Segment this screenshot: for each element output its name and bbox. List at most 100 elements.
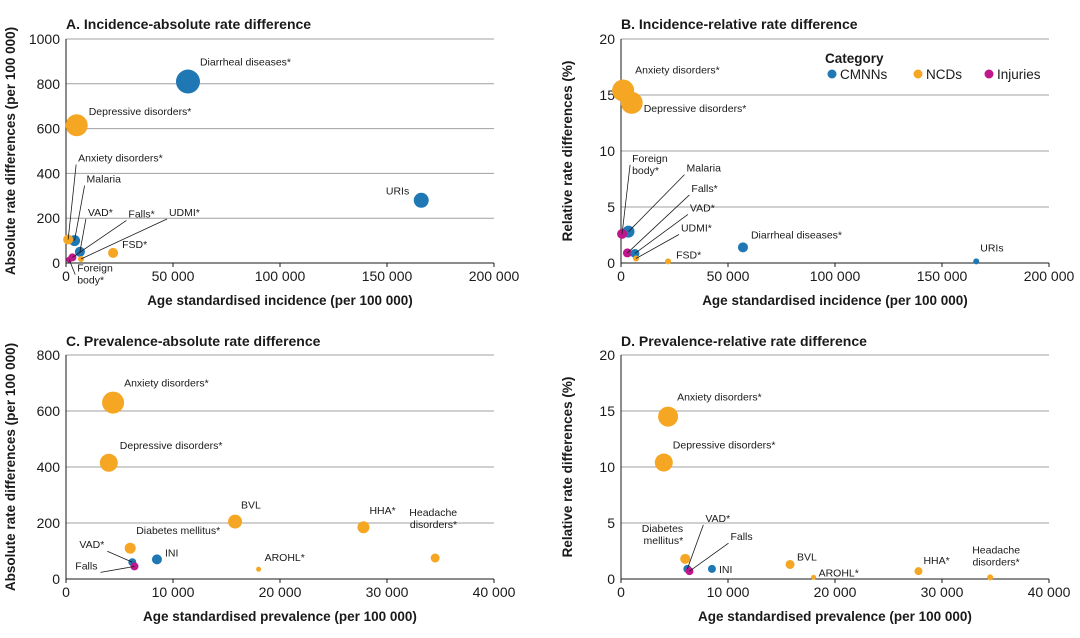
y-tick-label: 600 <box>37 121 61 137</box>
leader-line <box>627 194 690 254</box>
point-label: HHA* <box>923 555 949 567</box>
point-label: FSD* <box>676 249 701 261</box>
panel-title: A. Incidence-absolute rate difference <box>66 16 311 32</box>
x-tick-label: 20 000 <box>259 584 302 600</box>
y-tick-label: 10 <box>599 459 615 475</box>
point-label: VAD* <box>79 539 104 551</box>
chart-panel-2: 0 50 000 100 000 150 000 200 000 0 5 10 15 20 B. I… <box>560 16 1075 308</box>
y-axis-label: Relative rate differences (%) <box>560 377 575 558</box>
point-label: INI <box>719 564 732 576</box>
point-diabetes-mellitus <box>680 553 691 564</box>
y-tick-label: 800 <box>37 76 61 92</box>
point-label: Foreign body* <box>77 263 113 287</box>
chart-panel-3: 0 10 000 20 000 30 000 40 000 0 200 400 600 800 C.… <box>3 333 516 624</box>
point-label: VAD* <box>705 513 730 525</box>
point-label: Anxiety disorders* <box>78 152 163 164</box>
y-tick-label: 0 <box>607 571 615 587</box>
legend-label: NCDs <box>926 67 962 82</box>
point-label: URIs <box>980 242 1003 254</box>
leader-line <box>635 234 680 259</box>
leader-line <box>634 214 689 254</box>
x-tick-label: 10 000 <box>152 584 195 600</box>
point-label: Malaria <box>686 163 721 175</box>
x-tick-label: 30 000 <box>366 584 409 600</box>
x-tick-label: 0 <box>617 268 625 284</box>
point-label: Depressive disorders* <box>644 103 747 115</box>
y-tick-label: 15 <box>599 87 615 103</box>
point-label: Diabetes mellitus* <box>136 525 220 537</box>
point-label: Depressive disorders* <box>89 106 192 118</box>
leader-line <box>79 218 87 252</box>
chart-panel-1: 0 50 000 100 000 150 000 200 000 0 200 400 600 80… <box>3 16 520 308</box>
point-label: Anxiety disorders* <box>635 65 720 77</box>
x-tick-label: 150 000 <box>917 268 968 284</box>
point-label: Anxiety disorders* <box>124 378 209 390</box>
leader-line <box>686 524 704 570</box>
y-axis-label: Absolute rate differences (per 100 000) <box>3 343 18 591</box>
legend-swatch-ncds <box>913 69 923 79</box>
panel-title: B. Incidence-relative rate difference <box>621 16 858 32</box>
point-uris <box>973 258 980 265</box>
point-label: BVL <box>797 551 817 563</box>
point-label: Falls* <box>128 208 154 220</box>
panel-title: C. Prevalence-absolute rate difference <box>66 333 321 349</box>
point-headache-disorders <box>430 553 440 563</box>
x-axis-label: Age standardised incidence (per 100 000) <box>702 293 968 308</box>
y-tick-label: 400 <box>37 165 61 181</box>
x-tick-label: 40 000 <box>473 584 516 600</box>
point-anxiety-disorders <box>658 406 679 427</box>
point-label: VAD* <box>690 202 715 214</box>
x-tick-label: 50 000 <box>152 268 195 284</box>
point-fsd <box>108 247 119 258</box>
point-label: Anxiety disorders* <box>677 392 762 404</box>
x-tick-label: 0 <box>617 584 625 600</box>
y-axis-label: Relative rate differences (%) <box>560 61 575 242</box>
point-depressive-disorders <box>99 453 118 472</box>
leader-line <box>100 566 135 573</box>
x-axis-label: Age standardised prevalence (per 100 000… <box>698 609 972 624</box>
point-label: Malaria <box>87 174 122 186</box>
y-axis-label: Absolute rate differences (per 100 000) <box>3 27 18 275</box>
point-arohl <box>256 566 262 572</box>
point-depressive-disorders <box>620 91 643 114</box>
point-label: HHA* <box>369 505 395 517</box>
point-label: Diarrheal diseases* <box>751 229 842 241</box>
y-tick-label: 400 <box>37 459 61 475</box>
x-tick-label: 20 000 <box>814 584 857 600</box>
point-label: Headache disorders* <box>972 544 1020 568</box>
point-depressive-disorders <box>654 453 673 472</box>
point-label: Falls* <box>691 183 717 195</box>
leader-line <box>628 174 685 232</box>
leader-line <box>74 185 85 241</box>
leader-line <box>80 218 168 260</box>
point-label: BVL <box>241 500 261 512</box>
x-tick-label: 100 000 <box>810 268 861 284</box>
point-depressive-disorders <box>65 114 88 137</box>
chart-panel-4: 0 10 000 20 000 30 000 40 000 0 5 10 15 20 D. Prev… <box>560 333 1071 624</box>
y-tick-label: 5 <box>607 199 615 215</box>
point-diarrheal-diseases <box>737 242 748 253</box>
point-label: Falls <box>730 531 752 543</box>
x-tick-label: 0 <box>62 268 70 284</box>
y-tick-label: 15 <box>599 403 615 419</box>
point-ini <box>707 564 716 573</box>
y-tick-label: 600 <box>37 403 61 419</box>
point-fsd <box>665 258 672 265</box>
legend-label: CMNNs <box>840 67 887 82</box>
x-axis-label: Age standardised prevalence (per 100 000… <box>143 609 417 624</box>
x-tick-label: 0 <box>62 584 70 600</box>
x-tick-label: 10 000 <box>707 584 750 600</box>
y-tick-label: 5 <box>607 515 615 531</box>
y-tick-label: 800 <box>37 347 61 363</box>
point-label: Foreign body* <box>632 153 668 177</box>
point-label: AROHL* <box>819 567 859 579</box>
point-label: URIs <box>386 185 409 197</box>
point-bvl <box>228 514 243 529</box>
x-tick-label: 40 000 <box>1028 584 1071 600</box>
point-label: VAD* <box>88 207 113 219</box>
y-tick-label: 20 <box>599 31 615 47</box>
point-label: Headache disorders* <box>409 507 457 531</box>
y-tick-label: 0 <box>52 255 60 271</box>
